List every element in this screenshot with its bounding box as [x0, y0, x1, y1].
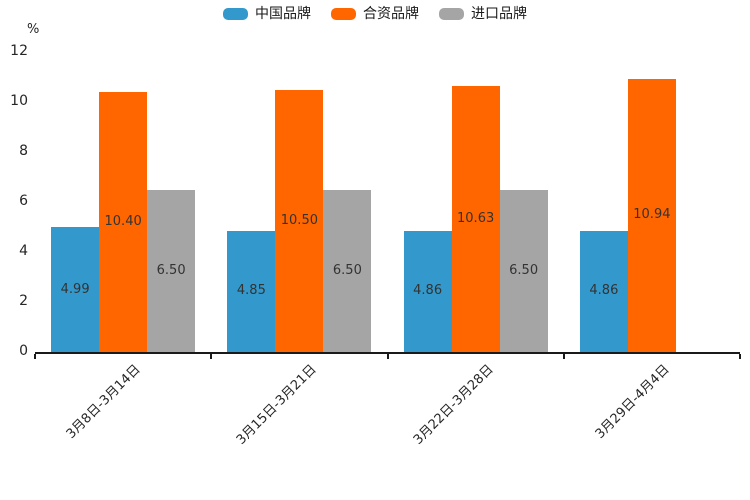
- bar-value-label: 10.94: [633, 207, 671, 223]
- y-axis-unit-label: %: [27, 22, 40, 37]
- x-tick-label-0: 3月8日-3月14日: [63, 362, 144, 442]
- legend-item-1: 合资品牌: [331, 7, 419, 21]
- x-tick-mark: [739, 354, 741, 359]
- bar-series-1-cat-1: [275, 89, 324, 352]
- bar-value-label: 10.50: [280, 212, 318, 228]
- y-tick-label: 0: [19, 343, 28, 359]
- bar-series-2-cat-0: [147, 189, 196, 352]
- y-tick-label: 8: [19, 143, 28, 159]
- bar-value-label: 6.50: [509, 262, 539, 278]
- bar-series-0-cat-1: [227, 230, 276, 352]
- x-tick-label-3: 3月29日-4月4日: [592, 362, 673, 442]
- bar-series-2-cat-2: [499, 189, 548, 352]
- legend-item-label: 进口品牌: [471, 6, 527, 22]
- x-tick-mark: [562, 354, 565, 359]
- x-tick-mark: [386, 354, 389, 359]
- legend-swatch-icon: [439, 8, 464, 20]
- bar-value-label: 4.85: [236, 283, 266, 299]
- y-tick-label: 6: [19, 193, 28, 209]
- bar-value-label: 10.40: [104, 214, 142, 229]
- y-tick-label: 10: [10, 93, 28, 109]
- bar-value-label: 6.50: [332, 262, 362, 278]
- y-tick-label: 2: [19, 293, 28, 309]
- bar-series-1-cat-0: [99, 92, 148, 352]
- y-tick-label: 4: [19, 243, 28, 259]
- bar-value-label: 4.86: [413, 283, 443, 299]
- legend-item-label: 合资品牌: [363, 6, 419, 22]
- bar-series-2-cat-1: [323, 189, 372, 352]
- bar-value-label: 6.50: [156, 262, 186, 278]
- bar-value-label: 4.86: [589, 283, 619, 299]
- x-tick-mark: [210, 354, 213, 359]
- x-tick-label-1: 3月15日-3月21日: [234, 362, 320, 448]
- bar-series-1-cat-3: [627, 78, 676, 352]
- legend-item-label: 中国品牌: [255, 6, 311, 22]
- y-tick-label: 12: [10, 43, 28, 59]
- bar-series-1-cat-2: [451, 86, 500, 352]
- bar-series-0-cat-3: [579, 230, 628, 352]
- legend-item-0: 中国品牌: [223, 7, 311, 21]
- bar-series-0-cat-0: [51, 227, 100, 352]
- legend-item-2: 进口品牌: [439, 7, 527, 21]
- bar-value-label: 10.63: [457, 211, 495, 227]
- legend-swatch-icon: [331, 8, 356, 20]
- x-tick-label-2: 3月22日-3月28日: [410, 362, 497, 448]
- chart-legend: 中国品牌 合资品牌 进口品牌: [0, 7, 750, 21]
- legend-swatch-icon: [223, 8, 248, 20]
- x-tick-mark: [34, 354, 36, 359]
- bar-series-0-cat-2: [403, 230, 452, 352]
- x-axis-line: [35, 352, 740, 354]
- bar-value-label: 4.99: [60, 281, 90, 297]
